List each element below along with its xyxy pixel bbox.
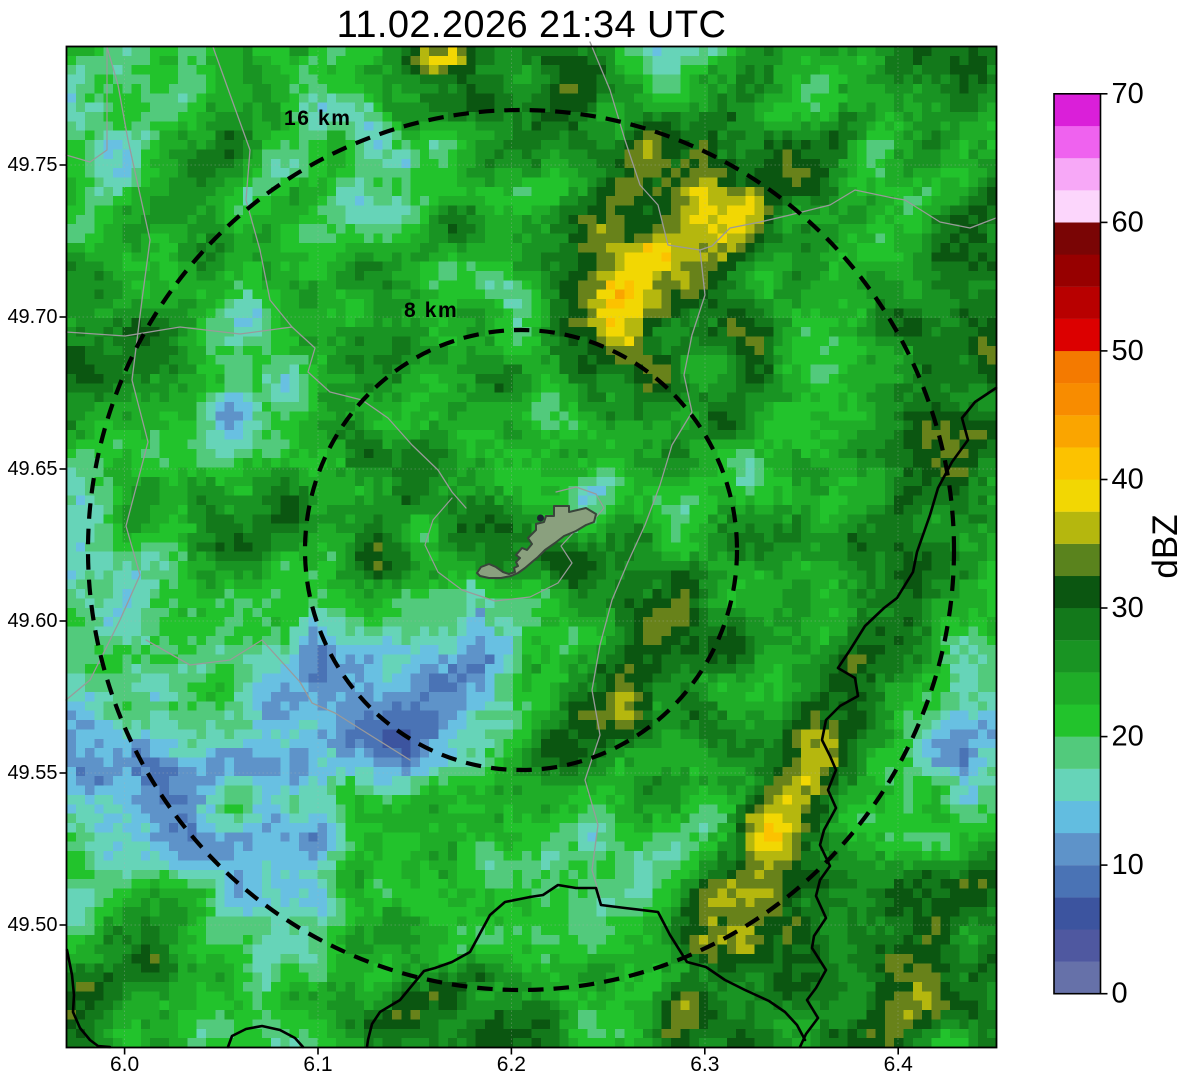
svg-text:40: 40 xyxy=(1112,464,1144,496)
svg-text:dBZ: dBZ xyxy=(1146,514,1185,578)
svg-text:11.02.2026 21:34 UTC: 11.02.2026 21:34 UTC xyxy=(337,4,727,46)
svg-text:16 km: 16 km xyxy=(284,107,352,130)
svg-text:6.0: 6.0 xyxy=(110,1053,139,1076)
svg-text:6.2: 6.2 xyxy=(497,1053,526,1076)
svg-text:0: 0 xyxy=(1112,978,1128,1010)
svg-text:60: 60 xyxy=(1112,206,1144,238)
svg-text:49.65: 49.65 xyxy=(7,458,57,480)
svg-text:20: 20 xyxy=(1112,721,1144,753)
svg-text:6.3: 6.3 xyxy=(690,1053,719,1076)
svg-text:30: 30 xyxy=(1112,592,1144,624)
svg-text:49.60: 49.60 xyxy=(7,610,57,632)
svg-text:49.70: 49.70 xyxy=(7,306,57,328)
svg-text:49.55: 49.55 xyxy=(7,762,57,784)
svg-text:10: 10 xyxy=(1112,849,1144,881)
svg-text:6.1: 6.1 xyxy=(303,1053,332,1076)
svg-text:8 km: 8 km xyxy=(404,299,458,322)
svg-text:70: 70 xyxy=(1112,78,1144,110)
svg-text:49.75: 49.75 xyxy=(7,154,57,176)
svg-text:50: 50 xyxy=(1112,335,1144,367)
svg-text:49.50: 49.50 xyxy=(7,914,57,936)
svg-text:6.4: 6.4 xyxy=(884,1053,914,1076)
